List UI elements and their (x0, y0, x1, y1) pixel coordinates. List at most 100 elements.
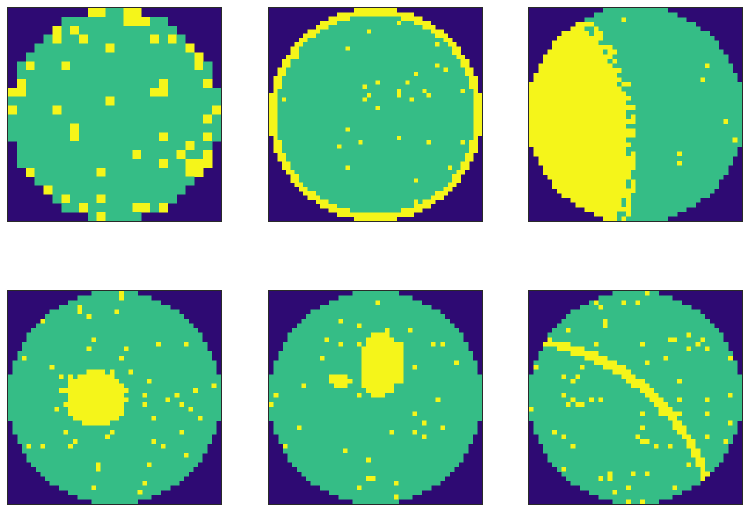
good-die (681, 26, 687, 32)
good-die (174, 332, 180, 338)
good-die (677, 100, 683, 106)
good-die (654, 72, 659, 78)
defect-die (575, 109, 581, 115)
good-die (663, 207, 669, 212)
good-die (379, 50, 385, 56)
defect-die (612, 82, 618, 87)
good-die (732, 77, 738, 83)
defect-die (626, 197, 632, 203)
defect-die (320, 199, 325, 205)
good-die (388, 42, 393, 47)
defect-die (405, 208, 410, 213)
defect-die (556, 119, 562, 124)
good-die (435, 67, 440, 73)
good-die (447, 127, 453, 132)
good-die (45, 369, 50, 375)
good-die (160, 304, 166, 310)
good-die (426, 29, 432, 34)
good-die (464, 144, 470, 149)
defect-die (579, 63, 585, 69)
good-die (194, 96, 204, 106)
good-die (644, 123, 650, 129)
defect-die (570, 188, 576, 194)
good-die (700, 146, 706, 152)
defect-die (538, 128, 544, 134)
good-die (677, 193, 683, 199)
good-die (34, 132, 44, 142)
good-die (174, 369, 180, 375)
good-die (430, 59, 436, 64)
defect-die (552, 40, 557, 46)
good-die (649, 179, 655, 185)
good-die (341, 169, 346, 175)
good-die (649, 95, 655, 101)
good-die (392, 148, 397, 154)
good-die (123, 351, 129, 357)
defect-die (579, 197, 585, 203)
defect-die (612, 100, 618, 106)
good-die (384, 29, 389, 34)
good-die (375, 191, 380, 196)
good-die (137, 341, 143, 347)
good-die (435, 165, 440, 171)
defect-die (345, 12, 351, 17)
good-die (49, 309, 55, 315)
defect-die (566, 77, 571, 83)
good-die (311, 178, 317, 183)
defect-die (538, 142, 544, 148)
good-die (469, 97, 474, 102)
good-die (146, 355, 152, 361)
good-die (435, 140, 440, 145)
good-die (695, 179, 701, 185)
good-die (290, 59, 295, 64)
good-die (443, 97, 449, 102)
good-die (439, 93, 444, 98)
good-die (146, 337, 152, 343)
good-die (362, 131, 368, 136)
good-die (626, 179, 632, 185)
defect-die (456, 178, 461, 183)
defect-die (294, 182, 300, 188)
good-die (16, 96, 26, 106)
defect-die (566, 170, 571, 175)
good-die (371, 59, 376, 64)
good-die (422, 165, 427, 171)
good-die (452, 127, 457, 132)
good-die (26, 360, 32, 366)
good-die (114, 295, 120, 301)
good-die (626, 151, 632, 157)
good-die (337, 54, 342, 60)
good-die (303, 71, 308, 77)
good-die (718, 160, 724, 166)
good-die (320, 114, 325, 119)
good-die (658, 188, 664, 194)
good-die (635, 183, 641, 189)
good-die (165, 341, 171, 347)
good-die (644, 170, 650, 175)
good-die (709, 160, 715, 166)
good-die (358, 152, 363, 158)
defect-die (203, 114, 213, 124)
good-die (43, 105, 53, 115)
good-die (114, 176, 124, 186)
good-die (439, 165, 444, 171)
good-die (654, 128, 659, 134)
good-die (621, 63, 627, 69)
good-die (691, 174, 696, 180)
good-die (695, 77, 701, 83)
good-die (45, 360, 50, 366)
good-die (100, 365, 106, 370)
defect-die (612, 86, 618, 92)
good-die (45, 378, 50, 384)
good-die (663, 202, 669, 208)
good-die (686, 105, 692, 111)
wafer-map-4-canvas (8, 291, 221, 504)
defect-die (435, 42, 440, 47)
defect-die (575, 197, 581, 203)
defect-die (607, 91, 613, 97)
defect-die (552, 45, 557, 50)
good-die (375, 195, 380, 200)
defect-die (345, 212, 351, 217)
good-die (149, 96, 160, 106)
defect-die (362, 12, 368, 17)
